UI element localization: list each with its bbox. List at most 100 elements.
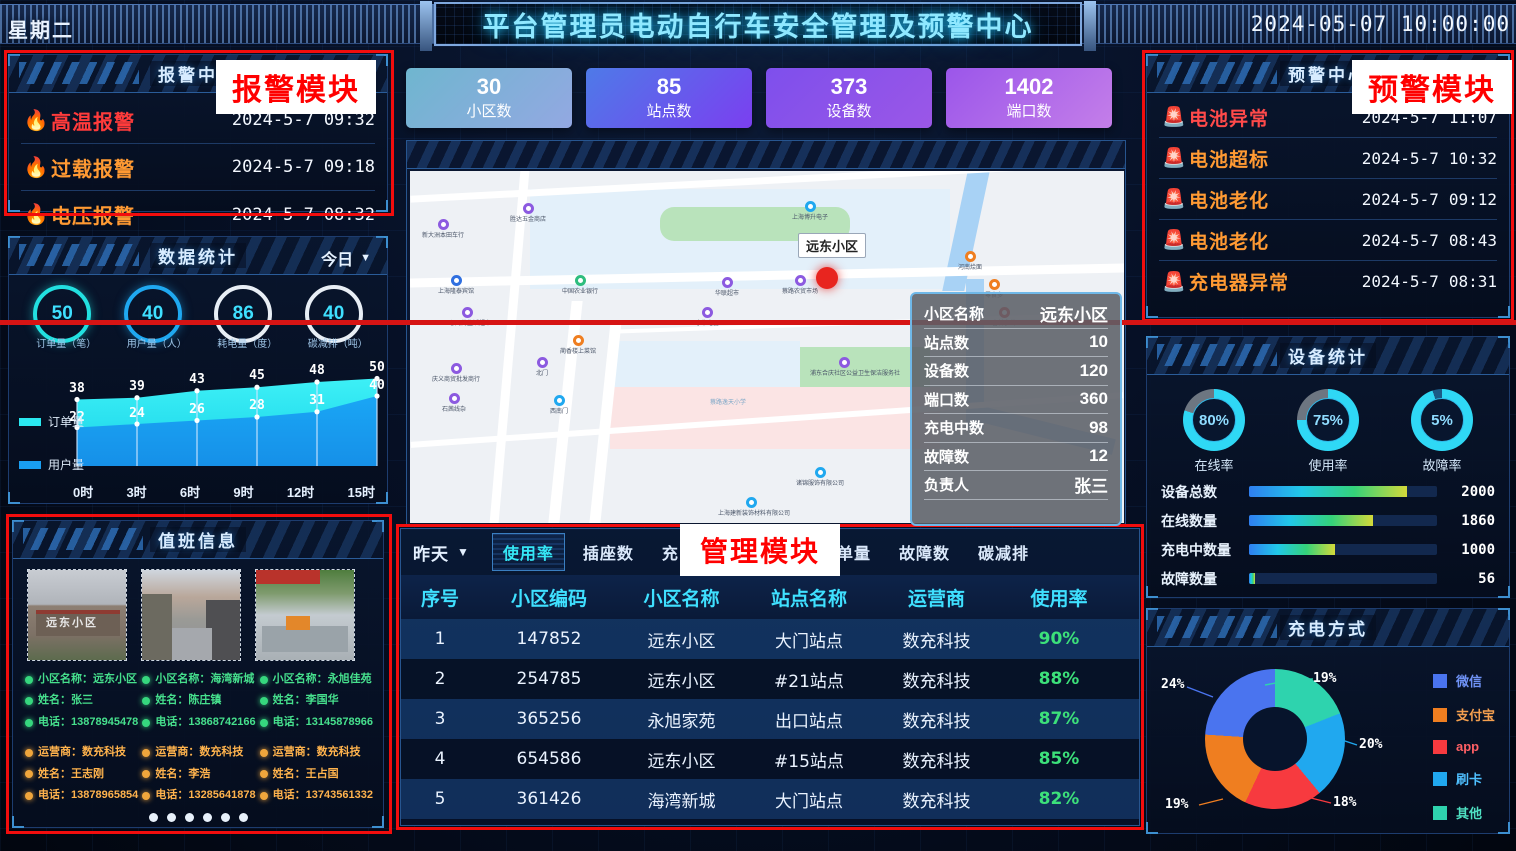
pager-dot[interactable] [166,812,176,822]
list-item[interactable]: 🔥 过载报警 2024-5-7 09:18 [21,144,375,191]
charge-method-title: 充电方式 [1280,615,1376,640]
legend-swatch-icon [1432,805,1447,820]
legend-item-other[interactable]: 其他 [1432,803,1495,822]
map-poi[interactable]: 西南门 [550,395,568,415]
map-pin-icon [838,357,850,368]
map-poi[interactable]: 蔡路农贸市场 [782,275,818,295]
stat-card-row: 30 小区数 85 站点数 373 设备数 1402 端口数 [406,68,1112,128]
tab-usage-rate[interactable]: 使用率 [491,533,565,571]
duty-photo[interactable] [255,569,355,661]
legend-label: app [1455,739,1480,754]
tooltip-row: 设备数 120 [924,357,1108,386]
map-poi[interactable]: 华联超市 [715,277,739,297]
pie-legend: 微信 支付宝 app 刷卡 其他 [1432,671,1495,837]
duty-contact-grid: 小区名称： 远东小区 姓名： 张三 电话： 13878945478 运营商： 数充科技 … [13,661,383,807]
bar-fill [1249,486,1407,497]
bar-value: 1860 [1461,512,1495,529]
day-filter-select[interactable]: 昨天 ▼ [413,540,470,565]
stat-card-stations[interactable]: 85 站点数 [586,68,752,128]
list-item[interactable]: 🔥 高温报警 2024-5-7 09:32 [21,97,375,144]
corner-decor [1146,608,1158,620]
field-value: 13878945478 [71,715,139,728]
map-poi[interactable]: 中国农业银行 [562,275,598,295]
map-poi[interactable]: 诸锦服饰有限公司 [792,467,848,487]
header-slash-decor [19,62,139,84]
map-marker-label[interactable]: 远东小区 [798,233,867,258]
map-poi[interactable]: 北门 [536,357,548,377]
map-poi[interactable]: 蔡路逸天小学 [710,397,746,406]
map-poi[interactable]: 庆义商贸批发商行 [432,363,480,383]
alarm-name: 高温报警 [51,111,135,134]
alarm-date: 2024-5-7 [231,110,314,130]
bar-track [1249,544,1437,555]
list-item[interactable]: 🚨 电池老化 2024-5-7 08:43 [1159,220,1497,261]
photo-detail [256,570,320,584]
stat-card-communities[interactable]: 30 小区数 [406,68,572,128]
x-tick: 3时 [126,485,147,500]
tooltip-row: 端口数 360 [924,386,1108,414]
duty-photo[interactable]: 远东小区 [27,569,127,661]
tab-socket-count[interactable]: 插座数 [582,546,634,563]
tab-fault-count[interactable]: 故障数 [898,546,950,563]
cell-usage-rate: 87% [1038,709,1080,729]
legend-item-card[interactable]: 刷卡 [1432,769,1495,788]
pager-dot[interactable] [148,812,158,822]
cell-index: 3 [434,709,446,729]
map-poi[interactable]: 石茜线杂 [442,393,466,413]
list-item[interactable]: 🔥 电压报警 2024-5-7 08:32 [21,191,375,238]
corner-decor [1146,336,1158,348]
map-canvas[interactable]: 新大洲本田车行 胜达五金商店 上海博升电子 河南烩面 零食多 上海隆泰宾馆 中国… [410,171,1124,523]
period-selector[interactable]: 今日 ▼ [321,246,371,270]
legend-item-alipay[interactable]: 支付宝 [1432,705,1495,724]
cell-usage-rate: 82% [1038,789,1080,809]
tooltip-label: 负责人 [924,477,970,495]
table-row[interactable]: 4 654586 远东小区 #15站点 数充科技 85% [401,739,1139,779]
pager-dot[interactable] [220,812,230,822]
duty-pager[interactable] [13,812,383,822]
map-info-tooltip: 小区名称 远东小区 站点数 10 设备数 120 端口数 360 充电中数 98 故障数 1… [910,292,1122,526]
map-poi[interactable]: 胜达五金商店 [510,203,546,223]
map-poi[interactable]: 新大洲本田车行 [422,219,464,239]
pager-dot[interactable] [184,812,194,822]
field-label: 电话： [155,715,189,728]
pager-dot[interactable] [202,812,212,822]
stat-card-ports[interactable]: 1402 端口数 [946,68,1112,128]
pager-dot[interactable] [238,812,248,822]
cell-operator: 数充科技 [902,791,971,812]
svg-text:40: 40 [369,378,385,393]
table-row[interactable]: 2 254785 远东小区 #21站点 数充科技 88% [401,659,1139,699]
map-poi[interactable]: 蔺香楼上菜馆 [560,335,596,355]
tab-carbon-reduction[interactable]: 碳减排 [977,546,1029,563]
legend-item-app[interactable]: app [1432,739,1495,754]
legend-label: 微信 [1455,674,1482,689]
table-row[interactable]: 5 361426 海湾新城 大门站点 数充科技 82% [401,779,1139,819]
corner-decor [376,236,388,248]
stat-card-label: 站点数 [646,103,692,121]
manage-module-annotation-label: 管理模块 [680,524,840,576]
bar-label: 充电中数量 [1161,541,1231,558]
tooltip-label: 端口数 [924,391,970,409]
legend-item-wechat[interactable]: 微信 [1432,671,1495,690]
table-row[interactable]: 1 147852 远东小区 大门站点 数充科技 90% [401,619,1139,659]
area-chart-svg: 38 39 43 45 48 50 22 24 26 28 31 40 [69,360,385,466]
map-poi[interactable]: 浦东合庆社区公益卫生保洁服务社 [810,357,900,377]
map-poi[interactable]: 河南烩面 [958,251,982,271]
x-tick: 9时 [233,485,254,500]
cell-community-code: 147852 [516,629,582,649]
list-item[interactable]: 🚨 充电器异常 2024-5-7 08:31 [1159,261,1497,302]
column-header-community-name: 小区名称 [643,588,720,610]
map-selected-marker-icon[interactable] [816,267,838,289]
tooltip-label: 充电中数 [924,420,985,438]
duty-photo[interactable] [141,569,241,661]
bar-online-devices: 在线数量 1860 [1161,506,1495,535]
legend-swatch-icon [19,417,41,426]
list-item[interactable]: 🚨 电池老化 2024-5-7 09:12 [1159,179,1497,220]
list-item[interactable]: 🚨 电池超标 2024-5-7 10:32 [1159,138,1497,179]
map-poi[interactable]: 上海隆泰宾馆 [438,275,474,295]
map-poi[interactable]: 上海博升电子 [792,201,828,221]
stat-card-devices[interactable]: 373 设备数 [766,68,932,128]
map-pin-icon [804,201,816,212]
map-poi-label: 西南门 [550,409,569,415]
map-poi[interactable]: 上海建新装饰材料有限公司 [718,497,790,517]
table-row[interactable]: 3 365256 永旭家苑 出口站点 数充科技 87% [401,699,1139,739]
